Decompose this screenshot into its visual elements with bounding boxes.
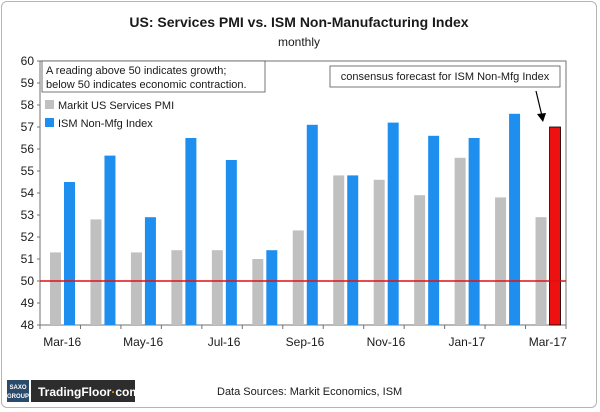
- x-axis-tick-labels: Mar-16 May-16 Jul-16 Sep-16 Nov-16 Jan-17 Mar-…: [43, 335, 567, 349]
- annotation-note: A reading above 50 indicates growth; bel…: [41, 60, 266, 93]
- tradingfloor-suffix: com: [115, 385, 140, 399]
- ism-bar: [104, 155, 116, 325]
- y-axis-tick-labels: 48 49 50 51 52 53 54 55 56 57 58 59 60: [21, 54, 35, 332]
- tradingfloor-logo-box: [31, 380, 135, 402]
- ism-bar: [428, 135, 440, 325]
- legend: Markit US Services PMI ISM Non-Mfg Index: [45, 100, 174, 130]
- pmi-bar: [211, 250, 223, 325]
- tradingfloor-logo: SAXO GROUP TradingFloor·com: [7, 380, 140, 402]
- ism-bar: [387, 122, 399, 325]
- legend-swatch-ism: [45, 118, 54, 127]
- y-tick-label: 56: [21, 142, 35, 156]
- x-tick-label: Jul-16: [208, 335, 241, 349]
- pmi-bar: [171, 250, 183, 325]
- tradingfloor-dot: ·: [111, 385, 115, 399]
- data-source-text: Data Sources: Markit Economics, ISM: [217, 386, 402, 398]
- y-tick-label: 49: [21, 296, 35, 310]
- ism-bar: [144, 217, 156, 325]
- y-tick-label: 59: [21, 76, 35, 90]
- pmi-bar: [333, 175, 345, 325]
- y-tick-label: 50: [21, 274, 35, 288]
- forecast-bar: [549, 126, 561, 326]
- y-tick-label: 48: [21, 318, 35, 332]
- x-axis-tick-marks: [39, 325, 567, 329]
- forecast-callout-arrowhead: [537, 113, 546, 122]
- x-tick-label: Mar-17: [529, 335, 567, 349]
- y-tick-label: 60: [21, 54, 35, 68]
- x-tick-label: Jan-17: [448, 335, 485, 349]
- legend-label-pmi: Markit US Services PMI: [58, 100, 174, 112]
- forecast-callout: consensus forecast for ISM Non-Mfg Index: [329, 65, 561, 122]
- y-tick-label: 51: [21, 252, 35, 266]
- ism-bar: [64, 182, 75, 325]
- chart-canvas: US: Services PMI vs. ISM Non-Manufacturi…: [7, 14, 567, 402]
- ism-bar: [306, 124, 318, 325]
- y-tick-label: 58: [21, 98, 35, 112]
- saxo-logo-top: SAXO: [9, 385, 26, 391]
- pmi-bar: [292, 230, 304, 325]
- bar-series-group: [50, 113, 561, 326]
- y-tick-label: 55: [21, 164, 35, 178]
- pmi-bar: [130, 252, 142, 325]
- y-tick-label: 57: [21, 120, 35, 134]
- x-tick-label: Sep-16: [286, 335, 325, 349]
- ism-bar: [266, 250, 278, 325]
- pmi-bar: [454, 157, 466, 325]
- forecast-callout-arrow: [535, 90, 543, 117]
- tradingfloor-brand: TradingFloor: [38, 385, 112, 399]
- forecast-callout-box: [329, 65, 561, 88]
- ism-bar: [468, 138, 480, 325]
- pmi-bar: [495, 197, 507, 325]
- chart-subtitle: monthly: [278, 35, 320, 49]
- forecast-callout-text: consensus forecast for ISM Non-Mfg Index: [341, 71, 550, 83]
- ism-bar: [225, 160, 237, 325]
- saxo-logo-bottom: GROUP: [7, 394, 29, 400]
- annotation-note-line-1: A reading above 50 indicates growth;: [46, 65, 226, 77]
- pmi-bar: [50, 252, 61, 325]
- tradingfloor-logo-text: TradingFloor·com: [38, 385, 140, 399]
- pmi-bar: [252, 259, 264, 325]
- y-tick-label: 52: [21, 230, 35, 244]
- annotation-note-box: [41, 60, 266, 93]
- pmi-bar: [90, 219, 102, 325]
- x-tick-label: May-16: [123, 335, 163, 349]
- y-tick-label: 53: [21, 208, 35, 222]
- ism-bar: [185, 138, 197, 325]
- saxo-logo-badge: [7, 380, 29, 402]
- ism-bar: [347, 175, 359, 325]
- x-tick-label: Nov-16: [367, 335, 406, 349]
- ism-bar: [509, 113, 521, 325]
- pmi-bar: [535, 217, 547, 325]
- legend-label-ism: ISM Non-Mfg Index: [58, 118, 153, 130]
- pmi-bar: [373, 179, 385, 325]
- chart-title: US: Services PMI vs. ISM Non-Manufacturi…: [129, 14, 468, 30]
- annotation-note-line-2: below 50 indicates economic contraction.: [46, 79, 247, 91]
- legend-swatch-pmi: [45, 100, 54, 109]
- x-tick-label: Mar-16: [43, 335, 81, 349]
- y-tick-label: 54: [21, 186, 35, 200]
- pmi-bar: [414, 195, 426, 325]
